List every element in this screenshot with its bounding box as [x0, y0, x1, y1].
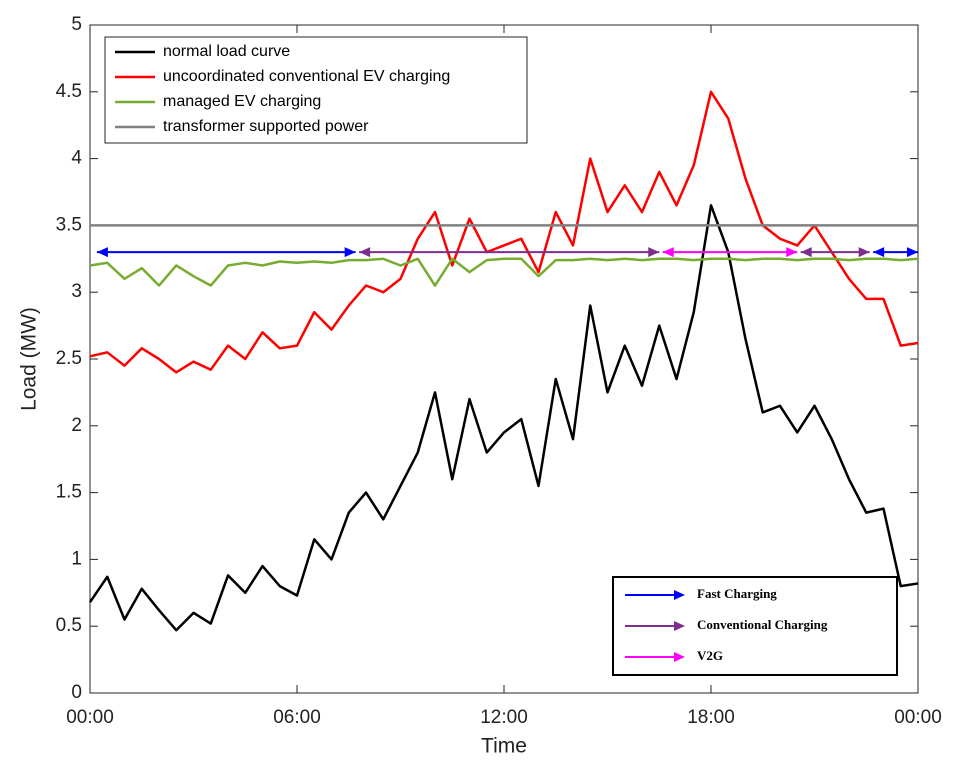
y-tick-label: 0 [71, 682, 82, 703]
y-tick-label: 5 [71, 14, 82, 35]
x-tick-label: 00:00 [894, 707, 942, 728]
y-tick-label: 2 [71, 415, 82, 436]
arrow-head [648, 247, 660, 258]
legend: normal load curve uncoordinated conventio… [104, 36, 528, 144]
x-tick-label: 12:00 [480, 707, 528, 728]
arrow-head [96, 247, 108, 258]
arrow-head [359, 247, 371, 258]
y-tick-label: 3 [71, 281, 82, 302]
mode-legend-label: Conventional Charging [697, 617, 828, 632]
arrow-head [674, 652, 685, 662]
y-tick-label: 2.5 [56, 348, 82, 369]
x-tick-label: 00:00 [66, 707, 114, 728]
mode-legend-label: Fast Charging [697, 586, 777, 601]
legend-box [104, 36, 528, 144]
x-tick-label: 06:00 [273, 707, 321, 728]
series-line [88, 204, 919, 632]
arrow-head [858, 247, 870, 258]
arrow-head [907, 247, 918, 258]
y-tick-label: 1 [71, 548, 82, 569]
arrow-head [662, 247, 674, 258]
series-line [89, 90, 919, 374]
x-tick-label: 18:00 [687, 707, 735, 728]
arrow-head [674, 621, 685, 631]
series-line [89, 257, 919, 287]
arrow-head [873, 247, 885, 258]
y-tick-label: 1.5 [56, 482, 82, 503]
x-axis-label: Time [481, 735, 527, 758]
y-tick-label: 4 [71, 148, 82, 169]
arrow-head [674, 590, 685, 600]
legend-label: uncoordinated conventional EV charging [163, 68, 450, 85]
y-tick-label: 4.5 [56, 81, 82, 102]
legend-label: normal load curve [163, 43, 290, 60]
y-tick-label: 3.5 [56, 214, 82, 235]
y-tick-label: 0.5 [56, 615, 82, 636]
mode-legend-label: V2G [697, 648, 723, 663]
arrow-head [800, 247, 812, 258]
arrow-head [786, 247, 798, 258]
y-axis-label: Load (MW) [18, 307, 41, 411]
legend-label: managed EV charging [163, 93, 321, 110]
legend-label: transformer supported power [163, 118, 369, 135]
arrow-head [344, 247, 356, 258]
